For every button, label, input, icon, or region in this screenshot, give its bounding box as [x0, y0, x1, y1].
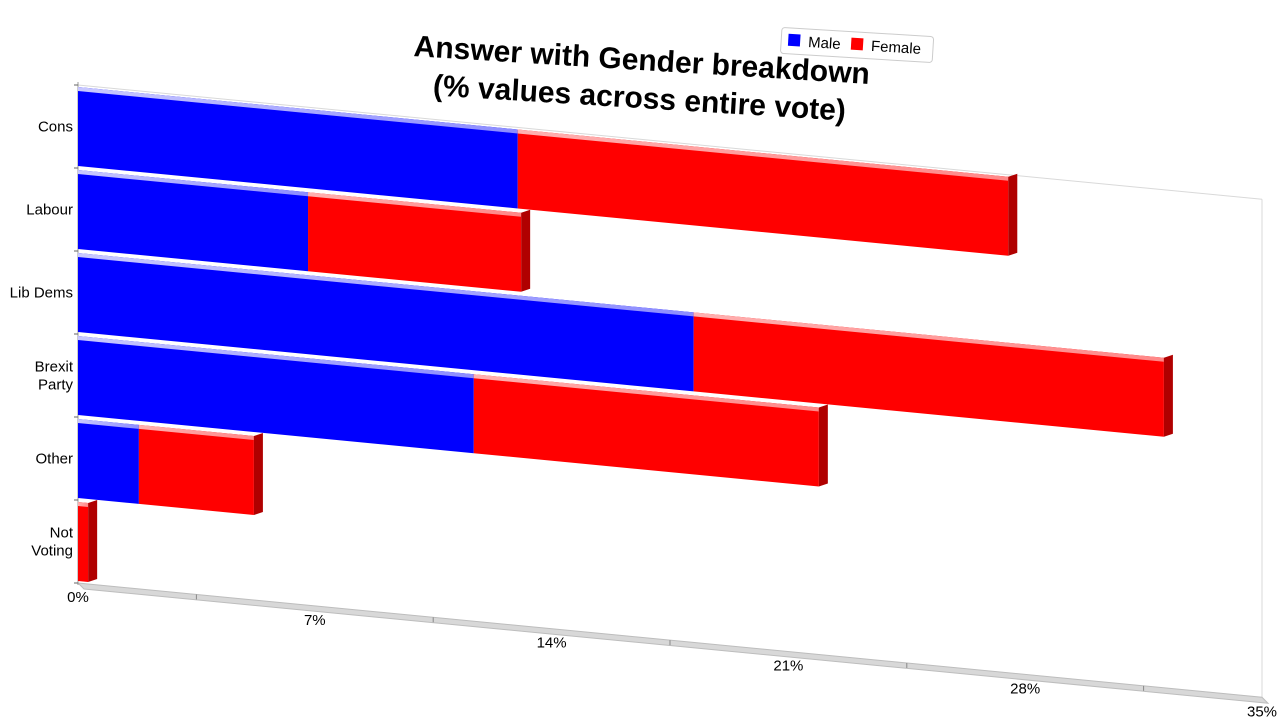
category-label-line: Not	[50, 525, 74, 542]
bar-female-side	[1008, 173, 1018, 256]
axes	[74, 82, 1270, 704]
bar-male[interactable]	[78, 170, 309, 272]
x-tick-label: 21%	[773, 658, 803, 675]
category-label-line: Party	[38, 377, 74, 394]
bar-female-top	[138, 424, 254, 440]
bar-female-face	[308, 192, 522, 292]
category-label: Brexit Party	[35, 359, 74, 394]
legend-label-female: Female	[870, 38, 921, 58]
bar-male-top	[78, 170, 309, 197]
bar-female-top	[693, 312, 1164, 362]
bar-male-face	[78, 87, 518, 209]
category-label: Other	[35, 451, 73, 468]
bar-female-top	[308, 192, 522, 217]
bar-female[interactable]	[138, 424, 263, 515]
legend-swatch-male	[787, 33, 801, 47]
frame-top-edge	[77, 84, 1263, 200]
category-label-line: Brexit	[35, 359, 74, 376]
category-labels: Cons Labour Lib Dems Brexit Party Other Not Vot…	[10, 119, 74, 560]
category-label-line: Voting	[31, 543, 73, 560]
bar-female-side	[818, 404, 828, 487]
legend-label-male: Male	[808, 34, 841, 53]
bar-male-face	[78, 419, 139, 504]
bar-female-side	[521, 209, 531, 292]
x-tick-label: 14%	[537, 635, 567, 652]
bar-male[interactable]	[78, 87, 518, 209]
x-tick-labels: 0% 7% 14% 21% 28% 35%	[67, 589, 1277, 720]
category-label-line: Labour	[26, 202, 73, 219]
category-label-line: Other	[35, 451, 73, 468]
bar-male-top	[78, 419, 139, 429]
chart-floor	[76, 582, 1270, 704]
bar-male-face	[78, 253, 694, 392]
bar-male-top	[78, 253, 694, 317]
bar-female[interactable]	[78, 499, 98, 582]
legend[interactable]: Male Female	[780, 27, 935, 63]
bar-male[interactable]	[78, 419, 139, 504]
bar-female-top	[78, 502, 89, 507]
x-tick-label: 35%	[1247, 703, 1277, 720]
legend-swatch-female	[850, 37, 864, 51]
bar-female[interactable]	[693, 312, 1173, 437]
bar-female[interactable]	[473, 374, 828, 487]
bar-female-top	[473, 374, 819, 412]
bar-female[interactable]	[308, 192, 531, 292]
category-label: Lib Dems	[10, 285, 73, 302]
category-label: Cons	[38, 119, 73, 136]
x-tick-label: 0%	[67, 589, 89, 606]
category-label-line: Cons	[38, 119, 73, 136]
bar-male[interactable]	[78, 336, 474, 454]
bar-female-top	[517, 129, 1009, 181]
x-tick-label: 7%	[304, 612, 326, 629]
bar-female-side	[1163, 354, 1173, 437]
bar-female-face	[693, 312, 1164, 437]
bar-female-face	[517, 129, 1009, 256]
bar-male-top	[78, 336, 474, 379]
x-tick-label: 28%	[1010, 680, 1040, 697]
bar-male-face	[78, 170, 309, 272]
category-label: Not Voting	[31, 525, 74, 560]
bar-female-side	[253, 432, 263, 515]
bar-female[interactable]	[517, 129, 1018, 256]
bar-female-face	[138, 424, 254, 515]
category-label: Labour	[26, 202, 73, 219]
bar-male-top	[78, 87, 518, 134]
category-label-line: Lib Dems	[10, 285, 73, 302]
bars	[78, 87, 1173, 582]
bar-female-side	[88, 499, 98, 582]
bar-female-face	[78, 502, 89, 582]
bar-male[interactable]	[78, 253, 694, 392]
